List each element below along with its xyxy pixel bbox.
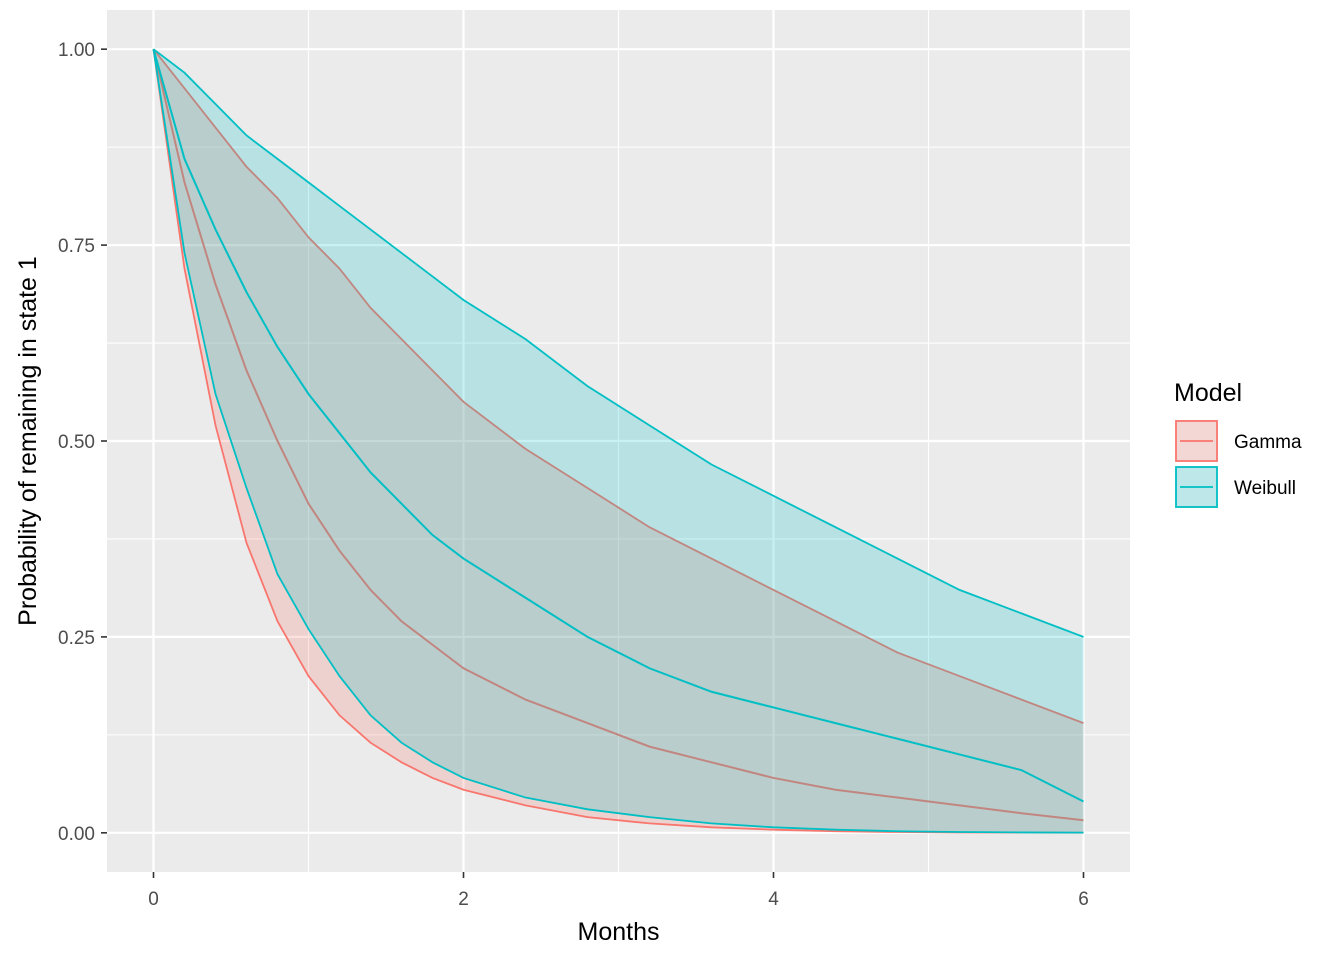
legend-key-weibull bbox=[1175, 466, 1218, 508]
series-gamma bbox=[152, 48, 1084, 834]
legend-label-weibull: Weibull bbox=[1234, 478, 1296, 499]
legend-title: Model bbox=[1174, 379, 1242, 407]
lower-bound-weibull bbox=[152, 49, 1084, 834]
major-gridlines bbox=[107, 10, 1130, 872]
legend-key-gamma bbox=[1175, 420, 1218, 462]
ribbon-weibull bbox=[153, 49, 1084, 833]
ribbon-gamma bbox=[153, 49, 1084, 833]
y-axis-ticks: 0.00 0.25 0.50 0.75 1.00 bbox=[58, 40, 107, 845]
y-tick-label: 0.75 bbox=[58, 236, 95, 257]
series-weibull bbox=[152, 48, 1084, 834]
mean-line-gamma bbox=[152, 48, 1084, 822]
x-tick-label: 4 bbox=[768, 889, 779, 910]
y-tick-label: 0.00 bbox=[58, 824, 95, 845]
x-tick-label: 0 bbox=[148, 889, 159, 910]
legend: Model Gamma Weibull bbox=[1174, 379, 1302, 508]
lower-bound-gamma bbox=[152, 49, 1084, 834]
x-tick-label: 6 bbox=[1078, 889, 1089, 910]
x-tick-label: 2 bbox=[458, 889, 469, 910]
mean-line-weibull bbox=[152, 48, 1084, 803]
upper-bound-gamma bbox=[152, 48, 1084, 724]
y-tick-label: 0.25 bbox=[58, 628, 95, 649]
y-axis-title: Probability of remaining in state 1 bbox=[14, 256, 42, 626]
upper-bound-weibull bbox=[152, 48, 1084, 638]
y-tick-label: 0.50 bbox=[58, 432, 95, 453]
y-tick-label: 1.00 bbox=[58, 40, 95, 61]
x-axis-ticks: 0 2 4 6 bbox=[148, 872, 1089, 910]
legend-label-gamma: Gamma bbox=[1234, 432, 1302, 453]
series-layer bbox=[152, 48, 1084, 834]
x-axis-title: Months bbox=[578, 918, 660, 946]
